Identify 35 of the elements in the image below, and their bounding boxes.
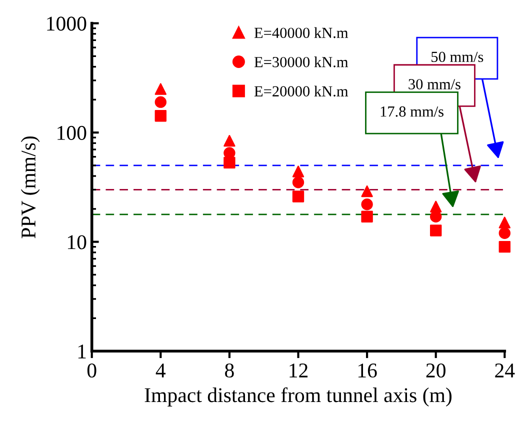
point (154, 83, 166, 95)
point (361, 185, 373, 198)
point (224, 134, 236, 147)
point (292, 190, 304, 202)
x-tick-label: 4 (156, 364, 166, 378)
y-tick-label: 1 (78, 344, 86, 358)
point (292, 176, 304, 188)
legend-label: E=30000 kN.m (254, 56, 348, 68)
x-tick-label: 8 (225, 364, 234, 378)
x-tick-label: 24 (495, 364, 515, 378)
point (154, 96, 166, 108)
ref-line-label: 30 mm/s (408, 79, 460, 90)
x-tick-label: 16 (358, 364, 377, 378)
point (154, 110, 166, 122)
point (224, 156, 236, 169)
point (498, 216, 510, 228)
point (430, 200, 442, 212)
x-axis-title: Impact distance from tunnel axis (m) (144, 387, 452, 406)
y-tick-label: 100 (58, 126, 86, 140)
ref-line-label: 50 mm/s (432, 52, 484, 62)
point (361, 210, 373, 222)
legend-label: E=20000 kN.m (254, 86, 348, 97)
y-axis-title: PPV (mm/s) (20, 136, 40, 238)
point (292, 166, 304, 178)
point (361, 198, 373, 210)
x-tick-label: 12 (290, 364, 308, 378)
x-tick-label: 20 (426, 364, 446, 378)
y-tick-label: 10 (68, 235, 86, 250)
legend-label: E=40000 kN.m (254, 27, 348, 38)
y-tick-label: 1000 (47, 16, 86, 31)
point (430, 224, 442, 236)
point (498, 240, 510, 253)
point (498, 227, 510, 240)
x-tick-label: 0 (87, 364, 96, 378)
ref-line-label: 17.8 mm/s (380, 106, 444, 117)
